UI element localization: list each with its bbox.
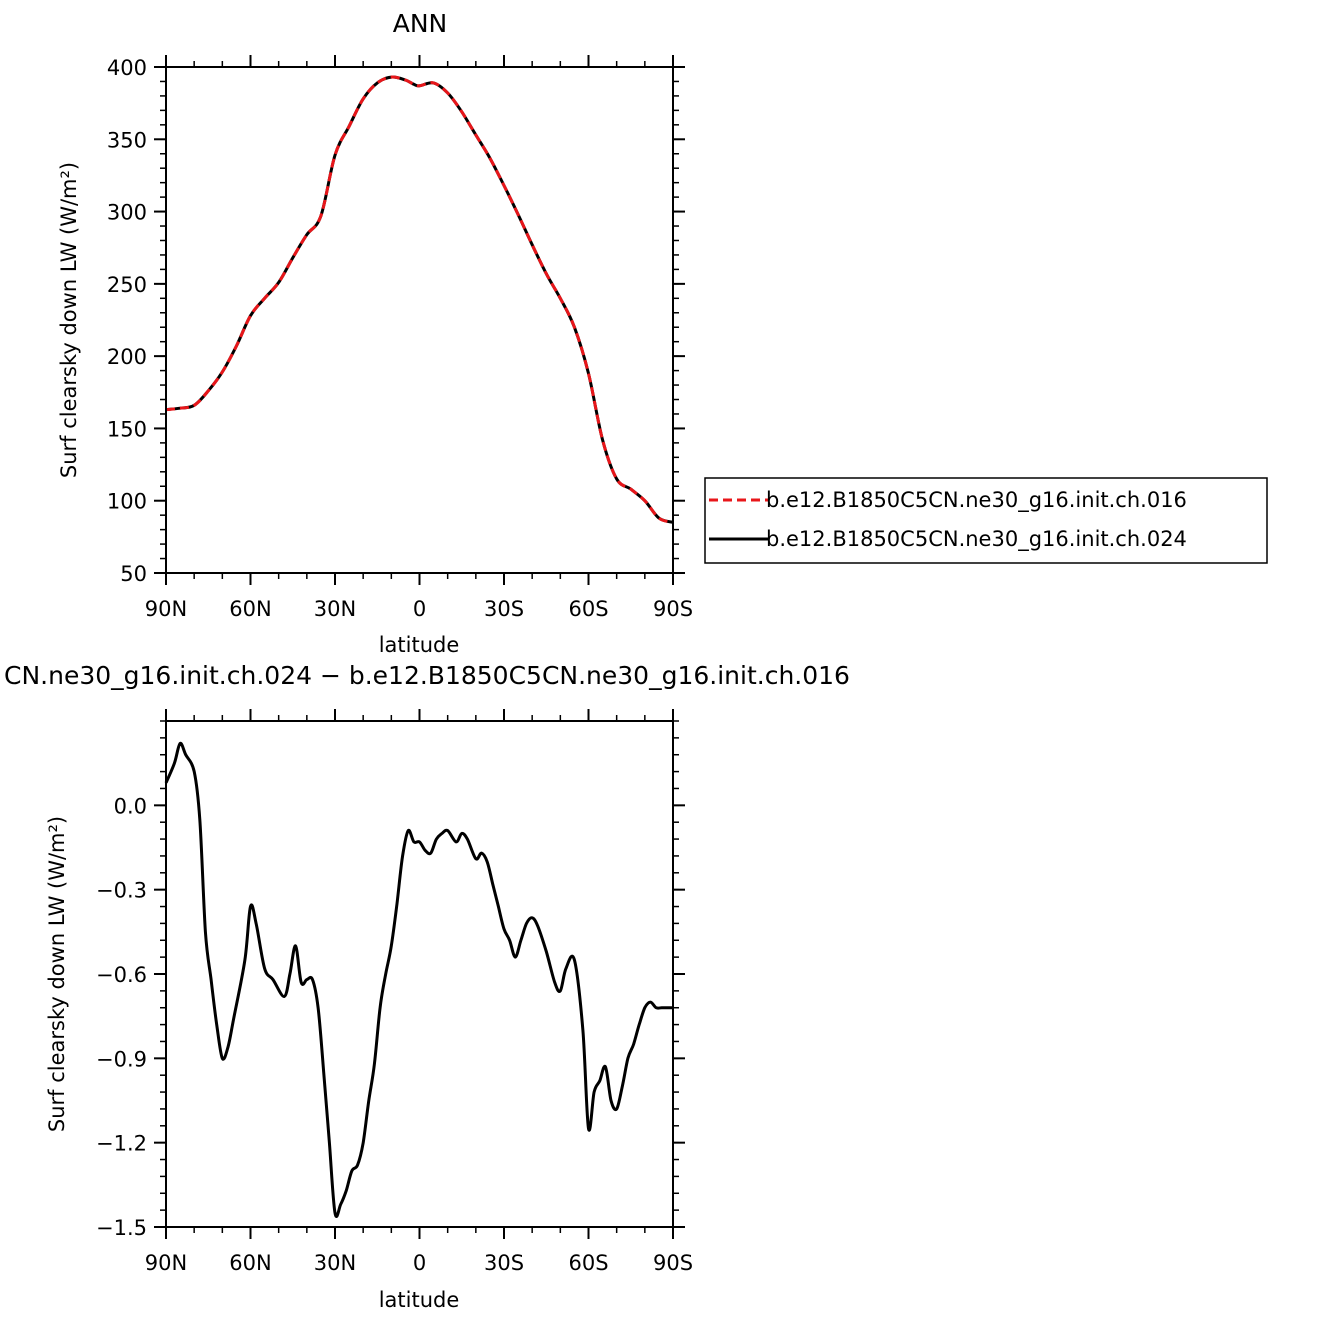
bottom-xtick-label-5: 60S <box>568 1251 608 1275</box>
bottom-ticks: 90N 60N 30N 0 30S 60S 90S 0.0 −0.3 −0.6 −0.9 −1.2 −1… <box>96 709 693 1275</box>
bottom-ytick-label-3: −0.9 <box>96 1047 147 1071</box>
top-xtick-label-1: 60N <box>229 597 271 621</box>
bottom-panel: CN.ne30_g16.init.ch.024 − b.e12.B1850C5C… <box>4 661 850 1312</box>
top-xtick-label-2: 30N <box>314 597 356 621</box>
legend-label-series-1: b.e12.B1850C5CN.ne30_g16.init.ch.016 <box>766 488 1187 513</box>
bottom-xtick-label-1: 60N <box>229 1251 271 1275</box>
top-legend: b.e12.B1850C5CN.ne30_g16.init.ch.016 b.e… <box>704 477 1268 564</box>
top-ytick-label-1: 350 <box>107 128 147 152</box>
top-series-layer <box>165 75 674 524</box>
bottom-xtick-label-4: 30S <box>484 1251 524 1275</box>
top-y-axis-label: Surf clearsky down LW (W/m²) <box>57 162 81 478</box>
top-ytick-label-5: 150 <box>107 417 147 441</box>
bottom-xtick-label-0: 90N <box>145 1251 187 1275</box>
top-panel: ANN 90N 60N 30N 0 30S 60S 90S 400 350 300 250 200 15… <box>57 9 1268 657</box>
bottom-series-layer <box>164 741 674 1219</box>
top-ytick-label-2: 300 <box>107 201 147 225</box>
bottom-chart-title: CN.ne30_g16.init.ch.024 − b.e12.B1850C5C… <box>4 661 850 690</box>
bottom-ytick-label-1: −0.3 <box>96 879 147 903</box>
top-plot-frame <box>165 66 674 574</box>
bottom-ytick-label-2: −0.6 <box>96 963 147 987</box>
top-ytick-label-4: 200 <box>107 345 147 369</box>
bottom-ytick-label-0: 0.0 <box>114 794 147 818</box>
top-ytick-label-6: 100 <box>107 490 147 514</box>
bottom-xtick-label-6: 90S <box>653 1251 693 1275</box>
top-xtick-label-0: 90N <box>145 597 187 621</box>
top-chart-title: ANN <box>393 9 448 38</box>
top-xtick-label-3: 0 <box>413 597 426 621</box>
bottom-ytick-label-5: −1.5 <box>96 1216 147 1240</box>
top-ytick-label-3: 250 <box>107 273 147 297</box>
bottom-series-line-1 <box>164 741 674 1219</box>
bottom-xtick-label-3: 0 <box>413 1251 426 1275</box>
top-x-axis-label: latitude <box>379 633 460 657</box>
bottom-x-axis-label: latitude <box>379 1288 460 1312</box>
bottom-xtick-label-2: 30N <box>314 1251 356 1275</box>
legend-label-series-2: b.e12.B1850C5CN.ne30_g16.init.ch.024 <box>766 527 1187 552</box>
top-ytick-label-0: 400 <box>107 56 147 80</box>
top-ytick-label-7: 50 <box>120 562 147 586</box>
bottom-ytick-label-4: −1.2 <box>96 1132 147 1156</box>
top-series-line-2 <box>165 75 674 524</box>
top-ticks: 90N 60N 30N 0 30S 60S 90S 400 350 300 250 200 150 100… <box>107 55 693 621</box>
top-xtick-label-5: 60S <box>568 597 608 621</box>
top-xtick-label-4: 30S <box>484 597 524 621</box>
legend-box <box>704 477 1268 564</box>
top-series-line-1 <box>165 75 674 524</box>
top-xtick-label-6: 90S <box>653 597 693 621</box>
bottom-y-axis-label: Surf clearsky down LW (W/m²) <box>45 816 69 1132</box>
